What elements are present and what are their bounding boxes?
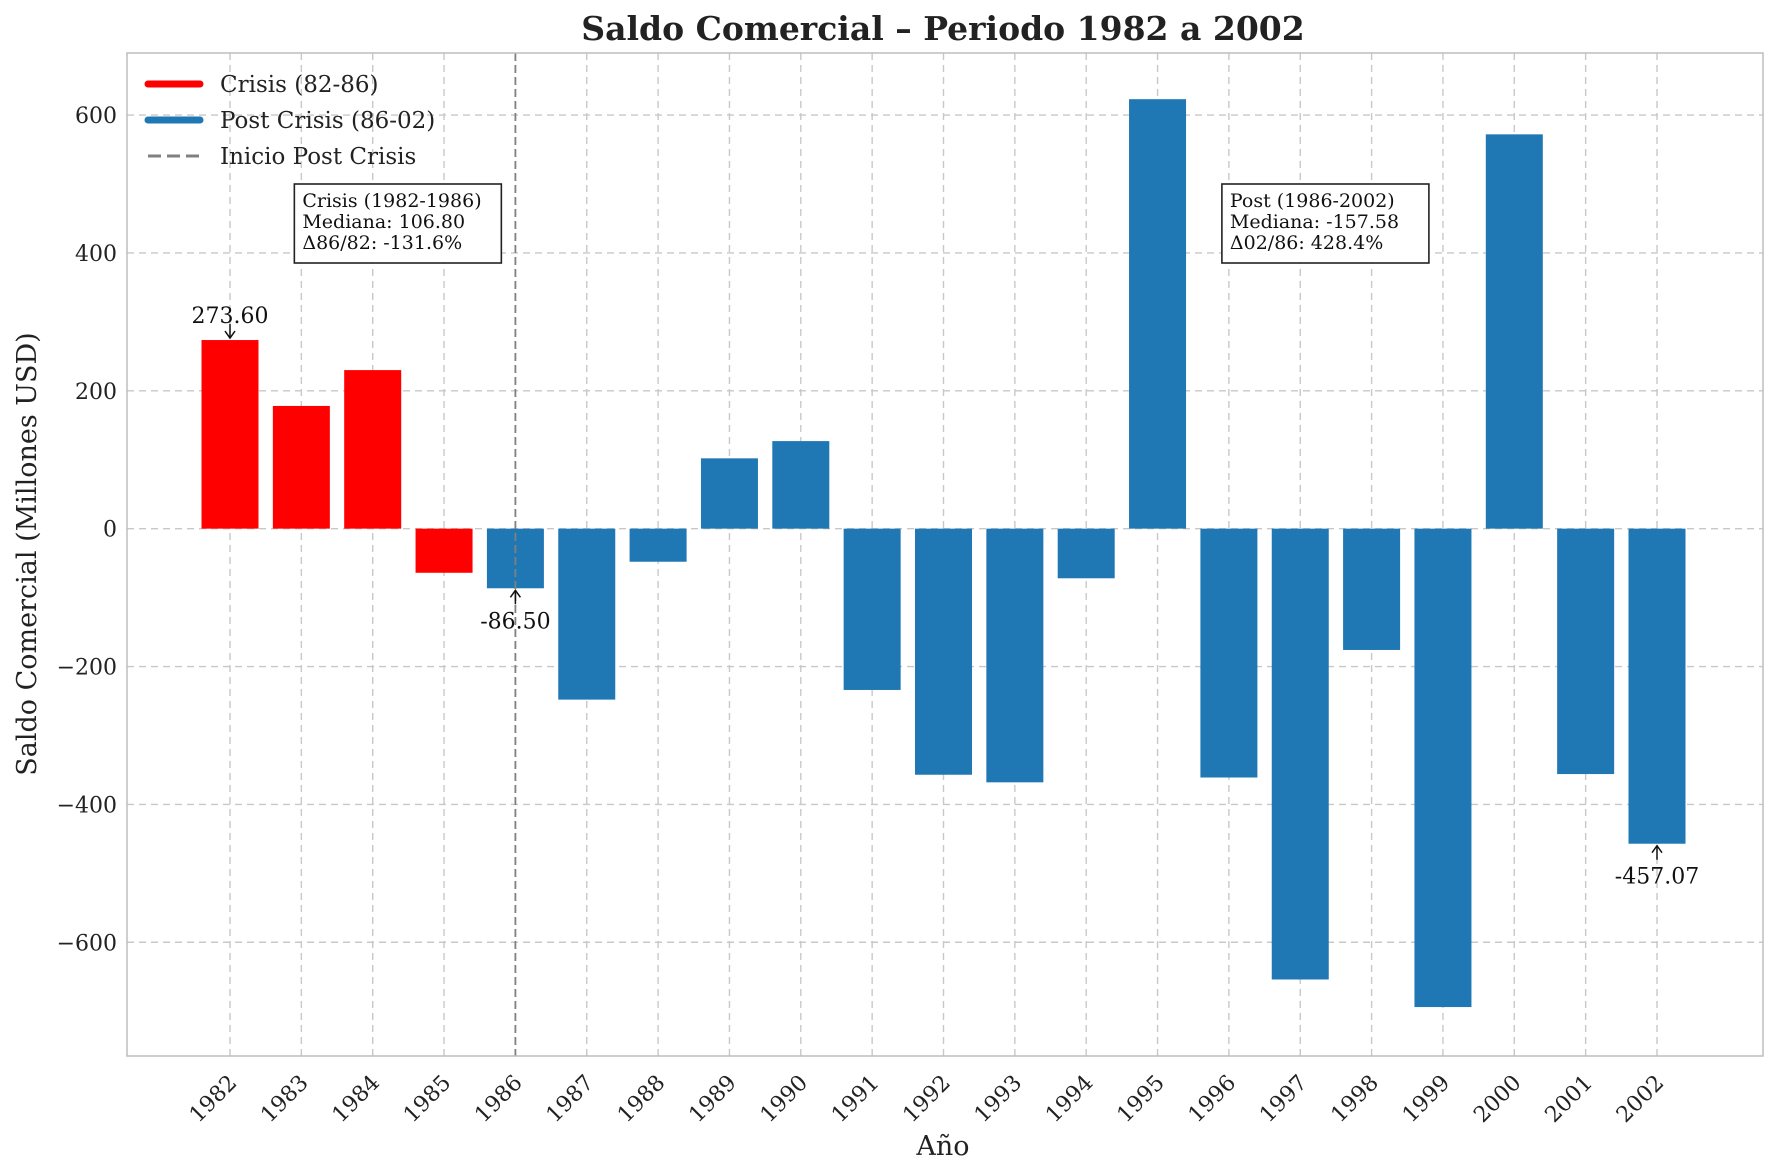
bar-1992 (915, 528, 972, 775)
data-label-2002: -457.07 (1615, 865, 1699, 890)
bar-1997 (1271, 528, 1329, 980)
y-tick-label: 0 (103, 518, 117, 543)
x-tick-label: 1984 (328, 1071, 385, 1128)
x-tick-label: 2001 (1541, 1071, 1598, 1128)
stat-box-line: Δ86/82: -131.6% (302, 232, 462, 254)
x-tick-label: 2000 (1469, 1071, 1526, 1128)
bar-1989 (700, 458, 758, 529)
y-tick-label: 600 (75, 104, 117, 129)
bar-2000 (1485, 134, 1543, 529)
x-tick-label: 1991 (827, 1071, 884, 1128)
x-tick-label: 1982 (185, 1071, 242, 1128)
stat-box-line: Mediana: -157.58 (1230, 211, 1399, 233)
annotation-arrowhead-1982 (224, 330, 236, 340)
x-tick-label: 1986 (470, 1071, 527, 1128)
bar-1999 (1414, 528, 1472, 1008)
x-tick-label: 1994 (1041, 1071, 1098, 1128)
bar-1995 (1129, 99, 1187, 529)
x-tick-label: 2002 (1612, 1071, 1669, 1128)
bar-1994 (1057, 528, 1115, 579)
legend-label-1: Post Crisis (86-02) (220, 108, 435, 134)
bar-1984 (344, 370, 402, 529)
bars-layer (201, 99, 1686, 1008)
x-tick-label: 1997 (1255, 1071, 1312, 1128)
annotation-layer: 273.60 -86.50 -457.07 (192, 304, 1700, 890)
legend-label-0: Crisis (82-86) (220, 72, 378, 98)
data-label-1982: 273.60 (192, 304, 269, 329)
annotation-arrowhead-2002 (1651, 844, 1663, 854)
bar-1990 (772, 441, 830, 529)
x-tick-label: 1992 (898, 1071, 955, 1128)
stat-box-line: Post (1986-2002) (1230, 190, 1395, 212)
bar-1983 (272, 405, 330, 529)
x-tick-label: 1990 (756, 1071, 813, 1128)
bar-1996 (1200, 528, 1258, 778)
y-tick-label: 200 (75, 380, 117, 405)
x-tick-label: 1993 (970, 1071, 1027, 1128)
bar-1982 (201, 340, 259, 529)
y-tick-label: −400 (57, 793, 117, 818)
bar-2002 (1628, 528, 1686, 844)
x-tick-label: 1985 (399, 1071, 456, 1128)
x-tick-label: 1998 (1327, 1071, 1384, 1128)
x-tick-label: 1996 (1184, 1071, 1241, 1128)
y-axis-label: Saldo Comercial (Millones USD) (12, 332, 43, 775)
stat-box-line: Crisis (1982-1986) (302, 190, 481, 212)
bar-1985 (415, 528, 473, 573)
legend: Crisis (82-86) Post Crisis (86-02) Inicio … (144, 72, 435, 170)
stats-layer: Crisis (1982-1986)Mediana: 106.80Δ86/82:… (293, 183, 1430, 264)
legend-label-2: Inicio Post Crisis (220, 144, 416, 170)
x-tick-label: 1983 (256, 1071, 313, 1128)
x-tick-label: 1989 (684, 1071, 741, 1128)
bar-1988 (629, 528, 687, 562)
x-tick-label: 1987 (542, 1071, 599, 1128)
bar-2001 (1557, 528, 1615, 775)
bar-1993 (986, 528, 1044, 783)
stat-box-line: Mediana: 106.80 (302, 211, 465, 233)
x-tick-label: 1988 (613, 1071, 670, 1128)
stat-box-line: Δ02/86: 428.4% (1230, 232, 1383, 254)
bar-1987 (558, 528, 616, 700)
y-tick-label: −600 (57, 931, 117, 956)
y-tick-label: −200 (57, 656, 117, 681)
y-tick-label: 400 (75, 242, 117, 267)
x-tick-label: 1995 (1113, 1071, 1170, 1128)
x-tick-label: 1999 (1398, 1071, 1455, 1128)
annotation-arrowhead-1986 (509, 588, 522, 598)
stat-box-0 (293, 183, 503, 264)
x-axis-label: Año (915, 1131, 969, 1162)
chart-title: Saldo Comercial – Periodo 1982 a 2002 (581, 9, 1304, 48)
bar-1998 (1343, 528, 1401, 650)
plot-frame (126, 52, 1764, 1057)
data-label-1986: -86.50 (480, 609, 550, 634)
bar-1991 (843, 528, 901, 690)
stat-box-1 (1221, 183, 1430, 264)
